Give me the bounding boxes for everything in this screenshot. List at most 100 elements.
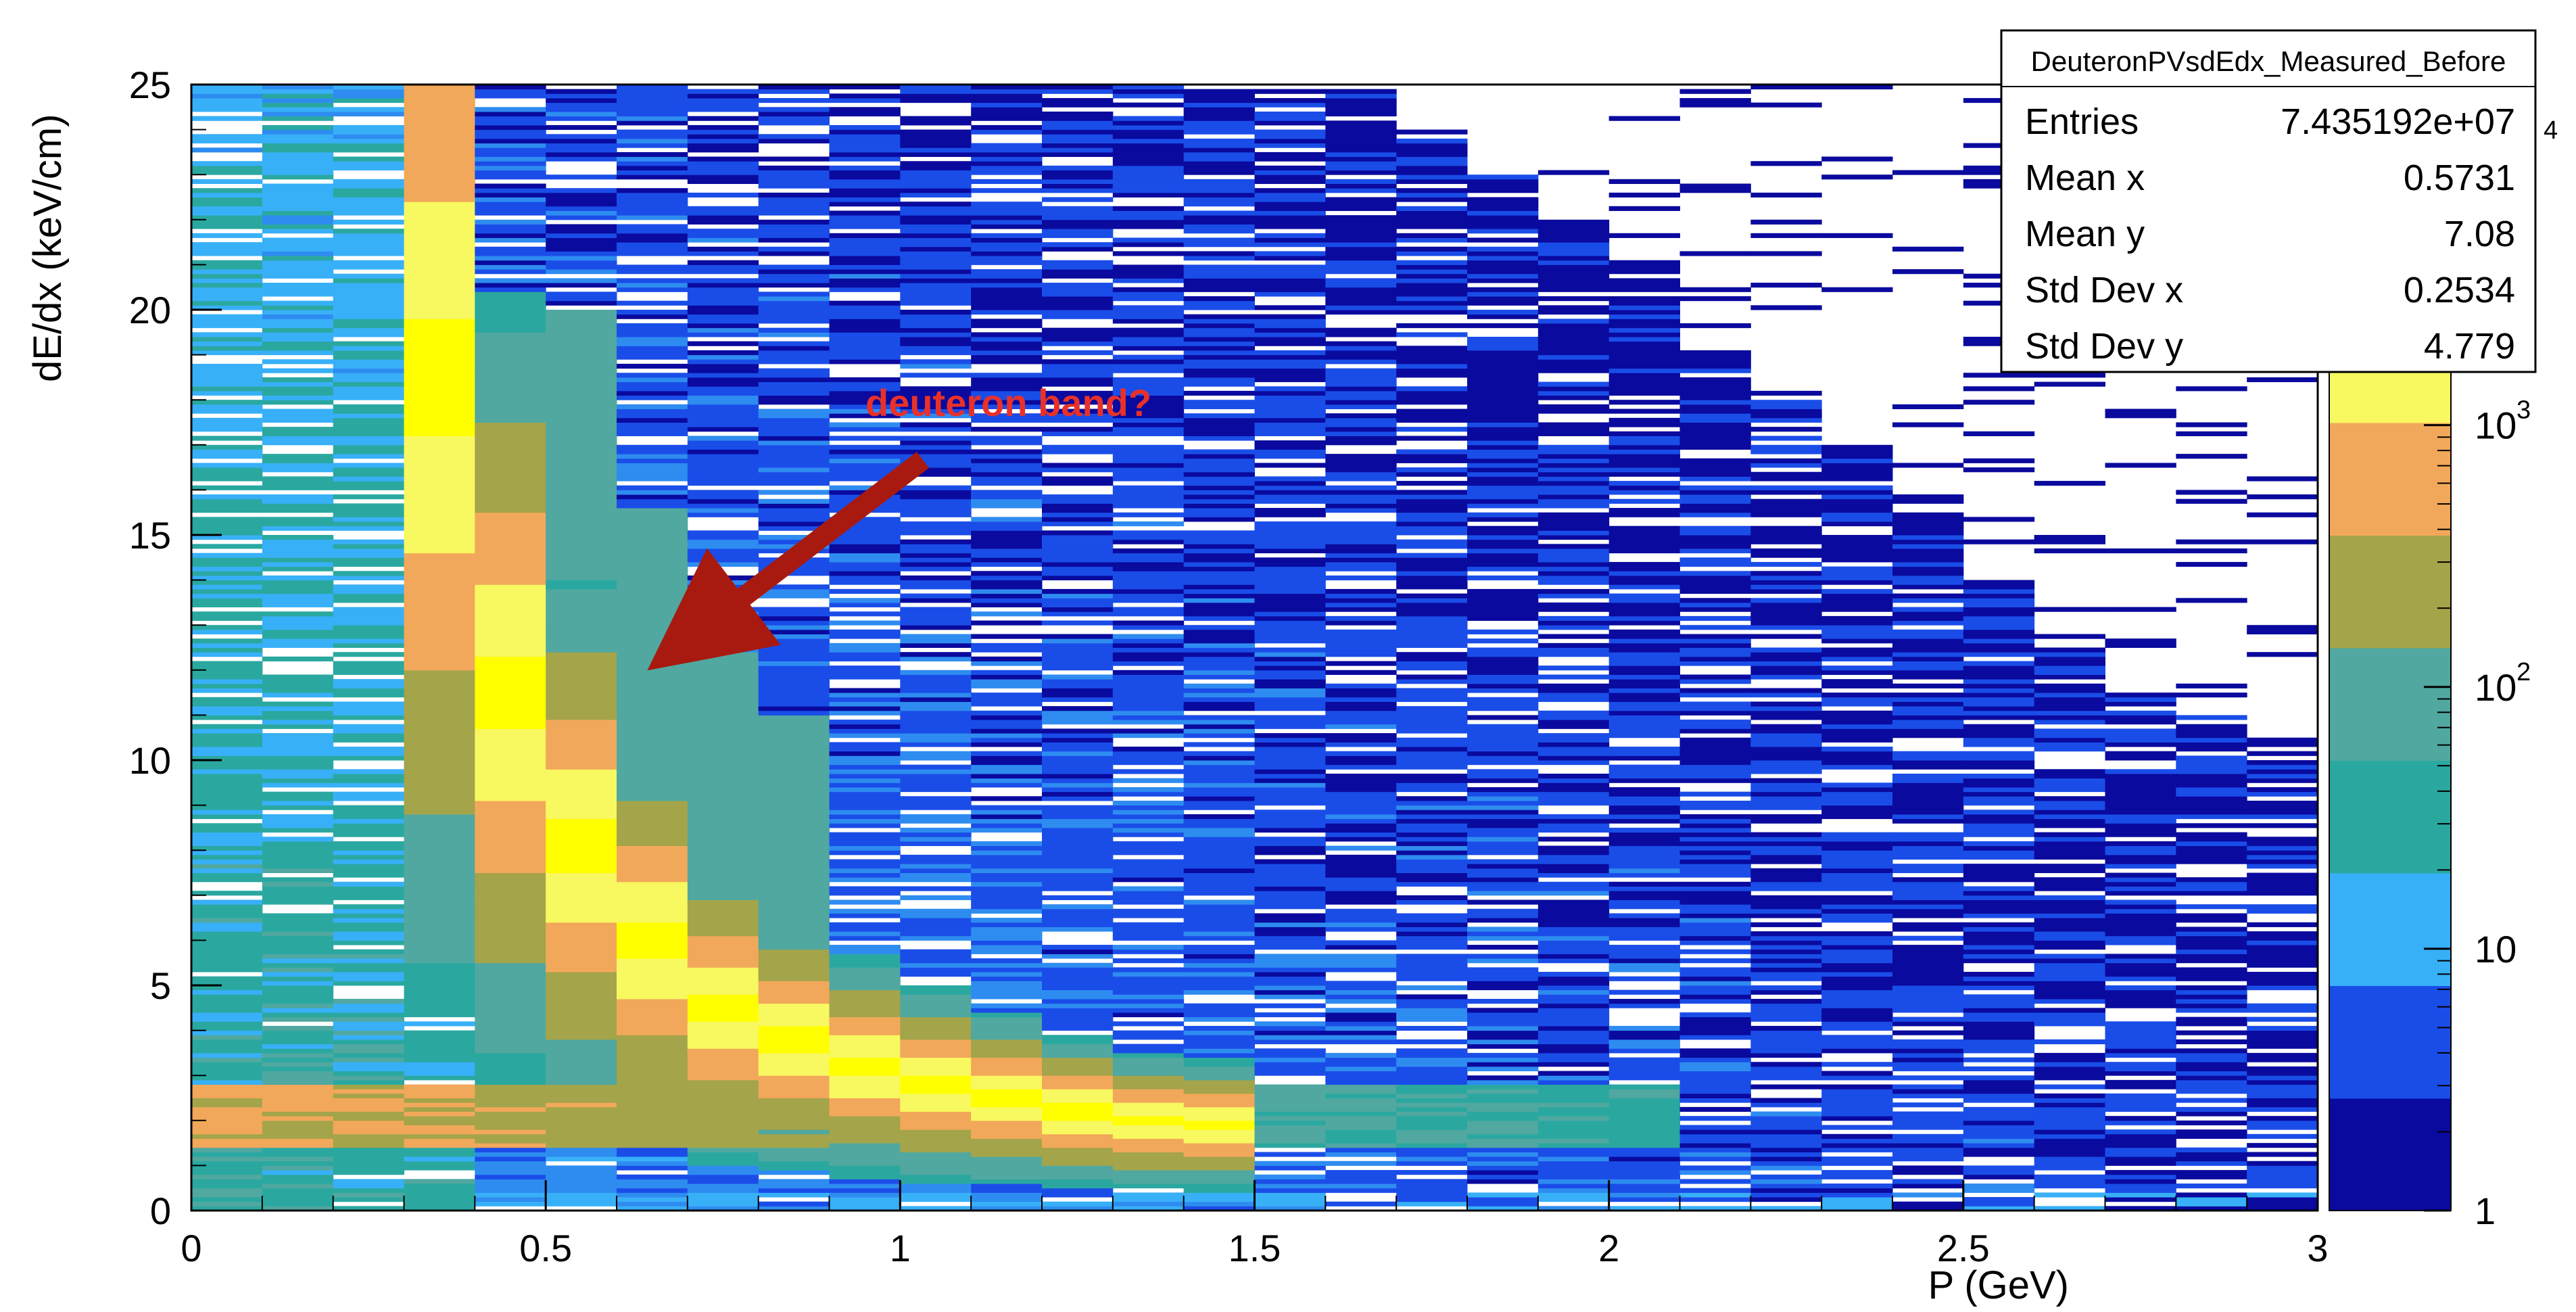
histogram-cell — [333, 949, 404, 954]
histogram-cell — [333, 1165, 404, 1171]
histogram-cell — [1183, 913, 1255, 918]
histogram-cell — [404, 642, 475, 648]
histogram-cell — [1892, 1044, 1964, 1049]
histogram-cell — [1537, 845, 1610, 851]
histogram-cell — [900, 935, 972, 941]
histogram-cell — [617, 346, 688, 351]
histogram-cell — [1821, 494, 1893, 500]
histogram-cell — [1396, 260, 1468, 265]
histogram-cell — [333, 332, 404, 337]
histogram-cell — [546, 1079, 617, 1085]
histogram-cell — [475, 548, 546, 554]
histogram-cell — [546, 463, 617, 468]
histogram-cell — [546, 494, 617, 500]
histogram-cell — [1183, 1035, 1255, 1040]
histogram-cell — [191, 787, 263, 793]
histogram-cell — [1537, 647, 1610, 653]
histogram-cell — [1396, 174, 1468, 180]
histogram-cell — [1112, 471, 1185, 477]
histogram-cell — [829, 1125, 901, 1130]
histogram-cell — [333, 206, 404, 211]
histogram-cell — [546, 1039, 617, 1045]
histogram-cell — [1467, 341, 1539, 346]
histogram-cell — [1608, 400, 1680, 405]
histogram-cell — [971, 224, 1043, 229]
histogram-cell — [617, 544, 688, 549]
histogram-cell — [1325, 1152, 1397, 1157]
histogram-cell — [829, 1102, 901, 1108]
histogram-cell — [617, 85, 688, 90]
histogram-cell — [262, 854, 334, 860]
histogram-cell — [1537, 642, 1610, 648]
histogram-cell — [546, 899, 617, 905]
histogram-cell — [333, 1057, 404, 1062]
histogram-cell — [971, 850, 1043, 856]
histogram-cell — [404, 656, 475, 661]
histogram-cell — [1679, 720, 1751, 725]
histogram-cell — [1608, 998, 1680, 1004]
histogram-cell — [1183, 656, 1255, 661]
histogram-cell — [1467, 535, 1539, 540]
histogram-cell — [1183, 607, 1255, 612]
histogram-cell — [1679, 814, 1751, 820]
histogram-cell — [900, 1143, 972, 1148]
histogram-cell — [758, 165, 830, 171]
histogram-cell — [758, 1201, 830, 1206]
histogram-cell — [687, 814, 759, 820]
histogram-cell — [262, 498, 334, 504]
histogram-cell — [829, 1152, 901, 1157]
histogram-cell — [1679, 1147, 1751, 1152]
histogram-cell — [546, 827, 617, 833]
histogram-cell — [1112, 1062, 1185, 1067]
histogram-cell — [546, 760, 617, 766]
histogram-cell — [687, 283, 759, 288]
histogram-cell — [971, 490, 1043, 495]
histogram-cell — [1042, 116, 1114, 121]
histogram-cell — [1183, 120, 1255, 126]
histogram-cell — [617, 1016, 688, 1022]
histogram-cell — [687, 679, 759, 684]
histogram-cell — [262, 791, 334, 797]
histogram-cell — [971, 251, 1043, 256]
histogram-cell — [687, 1184, 759, 1189]
histogram-cell — [900, 715, 972, 720]
histogram-cell — [1750, 958, 1822, 964]
histogram-cell — [758, 300, 830, 306]
histogram-cell — [1042, 720, 1114, 725]
histogram-cell — [404, 931, 475, 937]
histogram-cell — [1042, 805, 1114, 810]
histogram-cell — [546, 458, 617, 463]
histogram-cell — [1042, 652, 1114, 657]
histogram-cell — [546, 814, 617, 820]
histogram-cell — [758, 818, 830, 824]
histogram-cell — [829, 256, 901, 261]
histogram-cell — [546, 1116, 617, 1121]
histogram-cell — [1467, 1165, 1539, 1171]
histogram-cell — [1112, 476, 1185, 482]
histogram-cell — [1750, 1188, 1822, 1193]
histogram-cell — [900, 949, 972, 954]
histogram-cell — [1183, 1075, 1255, 1081]
histogram-cell — [1396, 737, 1468, 743]
histogram-cell — [971, 891, 1043, 896]
histogram-cell — [1254, 1206, 1326, 1211]
histogram-cell — [971, 1206, 1043, 1211]
histogram-cell — [617, 737, 688, 743]
histogram-cell — [1467, 1147, 1539, 1152]
histogram-cell — [829, 260, 901, 265]
histogram-cell — [1821, 463, 1893, 468]
histogram-cell — [1396, 156, 1468, 162]
histogram-cell — [262, 841, 334, 847]
histogram-cell — [1608, 467, 1680, 473]
histogram-cell — [546, 891, 617, 896]
histogram-cell — [1537, 535, 1610, 540]
histogram-cell — [546, 1129, 617, 1135]
histogram-cell — [829, 864, 901, 869]
histogram-cell — [1183, 832, 1255, 837]
histogram-cell — [687, 895, 759, 900]
histogram-cell — [1112, 598, 1185, 603]
histogram-cell — [475, 1098, 546, 1103]
histogram-cell — [1821, 976, 1893, 981]
histogram-cell — [829, 336, 901, 342]
histogram-cell — [971, 1138, 1043, 1144]
